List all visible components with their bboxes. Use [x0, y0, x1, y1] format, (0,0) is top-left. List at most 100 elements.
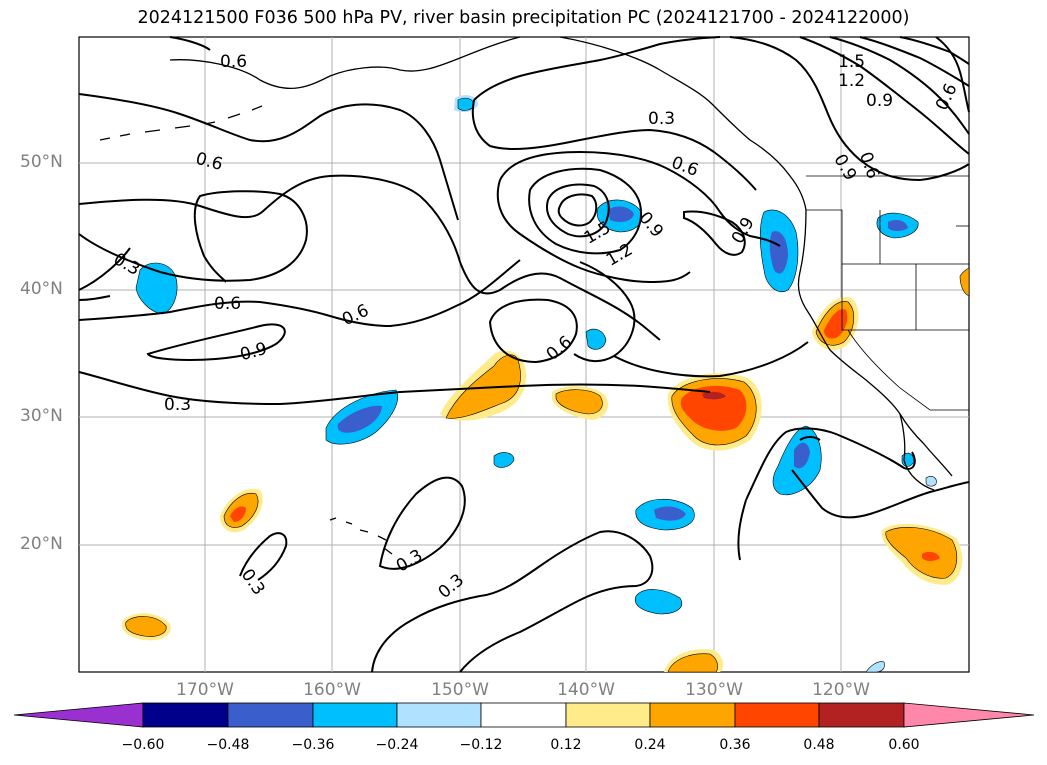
contour-line — [799, 36, 970, 155]
contour-line — [169, 36, 211, 51]
colorbar-segment — [312, 702, 398, 728]
contour-line — [859, 36, 970, 87]
colorbar-tick-label: −0.60 — [121, 737, 165, 753]
lat-label-20n: 20°N — [20, 534, 63, 554]
contour-line — [791, 469, 970, 519]
colorbar-tick-label: −0.36 — [291, 737, 335, 753]
lat-label-40n: 40°N — [20, 279, 63, 299]
us-west-coast — [797, 209, 953, 477]
contour-line — [683, 210, 746, 256]
contour-label: 1.2 — [838, 71, 865, 91]
aleutian-islands — [99, 105, 263, 141]
colorbar — [13, 702, 1035, 728]
contour-line — [239, 532, 288, 581]
contour-line — [499, 150, 781, 247]
colorbar-segment — [396, 702, 482, 728]
lon-label-140w: 140°W — [557, 680, 615, 700]
precip-blob — [922, 551, 940, 561]
precip-blob — [457, 97, 475, 111]
precip-blob — [337, 405, 382, 433]
contour-line — [488, 298, 578, 364]
coastlines — [99, 36, 953, 555]
colorbar-tick-label: −0.48 — [206, 737, 250, 753]
contour-label: 0.9 — [866, 91, 893, 111]
contour-line — [378, 476, 466, 570]
precip-blob — [794, 442, 810, 469]
contour-line — [557, 193, 598, 227]
contour-line — [78, 371, 711, 406]
lon-label-170w: 170°W — [176, 680, 234, 700]
contour-line — [78, 259, 521, 328]
precip-blob — [769, 231, 788, 274]
lon-label-150w: 150°W — [431, 680, 489, 700]
lon-label-130w: 130°W — [685, 680, 743, 700]
map-frame — [78, 36, 970, 673]
precip-blob — [888, 220, 908, 231]
contour-line — [573, 261, 636, 362]
contour-line — [729, 36, 970, 182]
precip-blob — [125, 616, 167, 637]
precip-blob — [865, 661, 885, 673]
precip-blob — [824, 309, 848, 339]
colorbar-segment — [480, 702, 567, 728]
colorbar-segment — [818, 702, 905, 728]
baja-coast — [899, 413, 935, 491]
contour-line — [371, 530, 654, 673]
precip-blob — [634, 589, 682, 615]
colorbar-tick-label: −0.24 — [375, 737, 419, 753]
colorbar-tick-label: 0.24 — [634, 737, 666, 753]
colorbar-segment — [734, 702, 820, 728]
contour-line — [78, 190, 308, 283]
contour-line — [528, 167, 642, 255]
colorbar-segment — [565, 702, 651, 728]
pv-contours — [78, 36, 970, 673]
contour-line — [471, 99, 757, 191]
contour-label: 1.5 — [838, 52, 865, 72]
precip-blob — [959, 267, 970, 297]
precip-blob — [230, 506, 246, 522]
gridlines — [79, 37, 969, 672]
colorbar-tick-label: 0.36 — [719, 737, 751, 753]
contour-line — [737, 499, 747, 561]
colorbar-segment — [649, 702, 736, 728]
precipitation-shading — [121, 95, 970, 673]
precip-blob — [667, 653, 718, 673]
alaska-coast — [169, 36, 521, 89]
contour-line — [829, 36, 970, 135]
precip-blob — [680, 385, 747, 431]
precip-blob — [885, 527, 958, 579]
lon-label-160w: 160°W — [303, 680, 361, 700]
contour-line — [78, 174, 661, 341]
contour-label: 0.3 — [164, 395, 191, 415]
colorbar-extend-high — [903, 702, 1035, 728]
contour-label: 0.6 — [220, 52, 247, 72]
lat-label-50n: 50°N — [20, 152, 63, 172]
colorbar-segment — [142, 702, 229, 728]
colorbar-tick-label: −0.12 — [459, 737, 503, 753]
contour-line — [935, 36, 970, 113]
contour-labels: 0.6 1.5 1.2 0.9 0.6 0.3 0.6 0.9 0.6 0.9 … — [110, 52, 962, 603]
precip-blob — [702, 391, 726, 400]
precip-blob — [493, 452, 515, 468]
colorbar-tick-label: 0.60 — [888, 737, 920, 753]
contour-line — [745, 427, 916, 501]
precip-blob — [555, 389, 603, 415]
contour-line — [78, 93, 459, 221]
canada-coast — [559, 36, 807, 211]
contour-line — [146, 323, 286, 362]
precip-blob — [608, 206, 634, 222]
contour-label: 0.6 — [214, 294, 241, 314]
contour-line — [546, 183, 610, 238]
contour-line — [473, 36, 721, 101]
contour-line — [613, 341, 809, 378]
colorbar-tick-label: 0.12 — [550, 737, 582, 753]
colorbar-tick-label: 0.48 — [803, 737, 835, 753]
colorbar-segment — [227, 702, 314, 728]
precip-blob — [585, 328, 607, 350]
contour-label: 0.3 — [648, 109, 675, 129]
precip-blob — [135, 262, 178, 315]
contour-line — [496, 179, 691, 284]
hawaiian-islands — [329, 517, 393, 555]
precip-blob — [925, 476, 937, 487]
